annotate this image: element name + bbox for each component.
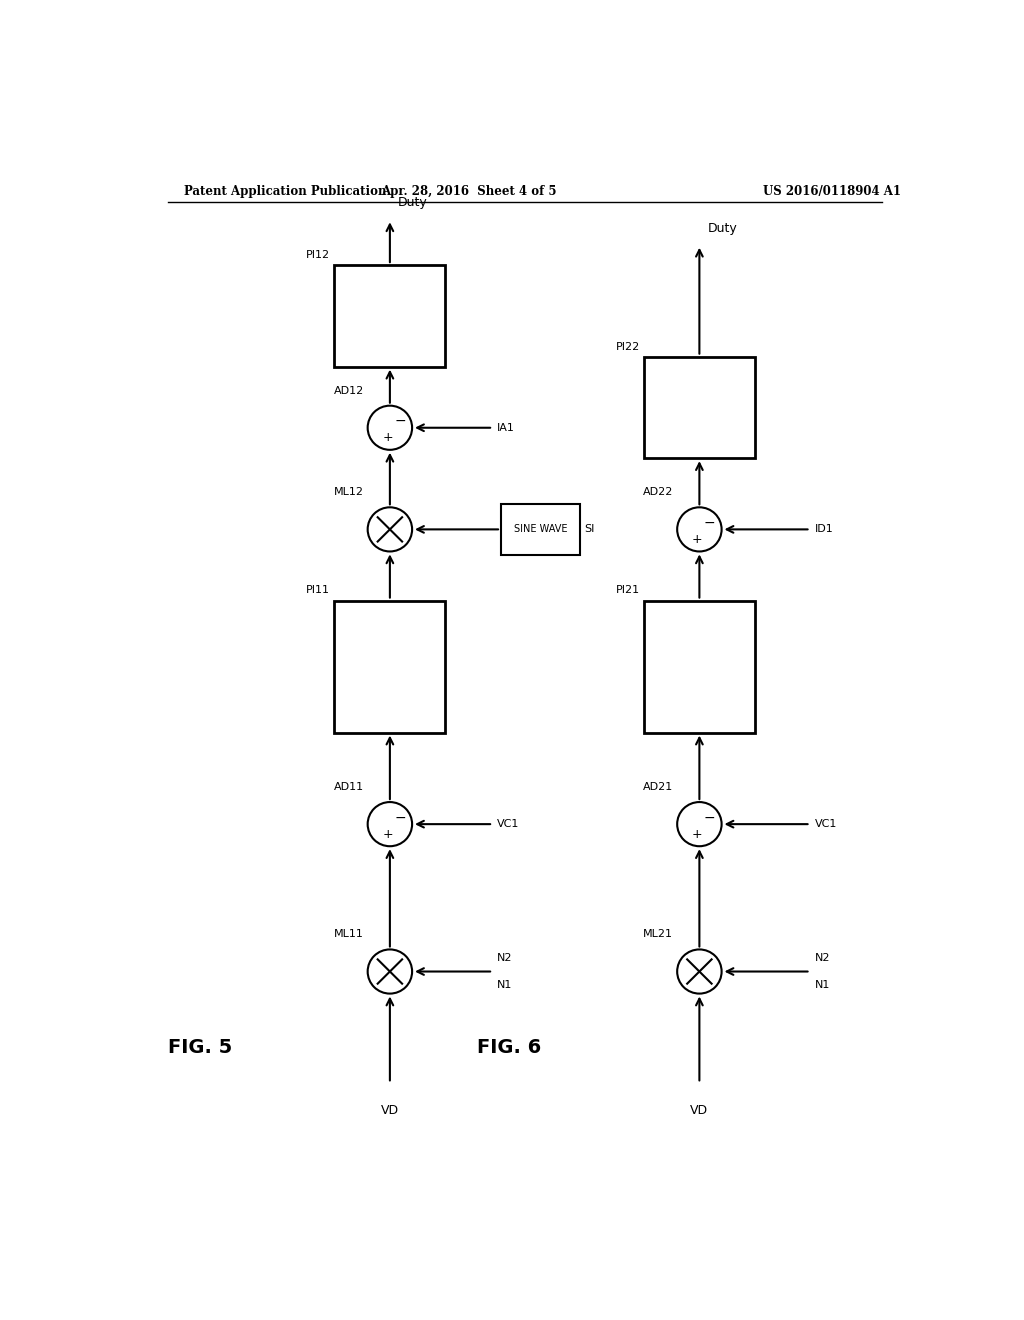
Text: / S: / S	[382, 327, 397, 341]
Text: PI22: PI22	[615, 342, 640, 351]
Ellipse shape	[677, 803, 722, 846]
Ellipse shape	[368, 405, 412, 450]
Text: N1: N1	[814, 979, 829, 990]
Text: AD22: AD22	[643, 487, 673, 498]
Bar	[501, 504, 581, 554]
Text: VC1: VC1	[814, 820, 837, 829]
Text: AD21: AD21	[643, 781, 673, 792]
Text: Apr. 28, 2016  Sheet 4 of 5: Apr. 28, 2016 Sheet 4 of 5	[382, 185, 557, 198]
Text: IA1: IA1	[497, 422, 515, 433]
Ellipse shape	[368, 803, 412, 846]
Text: K$_{vp}$+ K$_{vi}$: K$_{vp}$+ K$_{vi}$	[675, 643, 724, 660]
Text: K$_{vp}$+ K$_{vi}$: K$_{vp}$+ K$_{vi}$	[366, 643, 415, 660]
Text: +: +	[691, 828, 702, 841]
Text: N2: N2	[814, 953, 830, 964]
Text: / S: / S	[382, 680, 397, 693]
Bar	[334, 601, 445, 733]
Text: −: −	[703, 810, 715, 825]
Text: Patent Application Publication: Patent Application Publication	[183, 185, 386, 198]
Text: VD: VD	[381, 1104, 399, 1117]
Text: ML21: ML21	[643, 929, 673, 940]
Text: N2: N2	[497, 953, 513, 964]
Text: / S: / S	[692, 420, 707, 432]
Text: FIG. 5: FIG. 5	[168, 1039, 231, 1057]
Text: AD11: AD11	[334, 781, 364, 792]
Text: Duty: Duty	[397, 197, 428, 210]
Text: ML12: ML12	[334, 487, 364, 498]
Text: ID1: ID1	[814, 524, 834, 535]
Text: FIG. 6: FIG. 6	[477, 1039, 542, 1057]
Text: SINE WAVE: SINE WAVE	[514, 524, 567, 535]
Text: PI12: PI12	[306, 249, 331, 260]
Text: K$_{ip}$+ K$_{ii}$: K$_{ip}$+ K$_{ii}$	[678, 387, 721, 404]
Bar	[334, 265, 445, 367]
Bar	[644, 601, 755, 733]
Text: N1: N1	[497, 979, 512, 990]
Text: US 2016/0118904 A1: US 2016/0118904 A1	[763, 185, 901, 198]
Ellipse shape	[677, 949, 722, 994]
Bar	[644, 356, 755, 458]
Text: VC1: VC1	[497, 820, 519, 829]
Ellipse shape	[368, 949, 412, 994]
Text: +: +	[382, 828, 393, 841]
Ellipse shape	[677, 507, 722, 552]
Ellipse shape	[368, 507, 412, 552]
Text: −: −	[394, 414, 406, 428]
Text: AD12: AD12	[334, 385, 364, 396]
Text: −: −	[703, 516, 715, 529]
Text: VD: VD	[690, 1104, 709, 1117]
Text: K$_{ip}$+ K$_{ii}$: K$_{ip}$+ K$_{ii}$	[368, 296, 412, 313]
Text: PI21: PI21	[615, 586, 640, 595]
Text: ML11: ML11	[334, 929, 364, 940]
Text: SI: SI	[585, 524, 595, 535]
Text: −: −	[394, 810, 406, 825]
Text: +: +	[382, 432, 393, 445]
Text: +: +	[691, 533, 702, 546]
Text: Duty: Duty	[708, 222, 737, 235]
Text: / S: / S	[692, 680, 707, 693]
Text: PI11: PI11	[306, 586, 331, 595]
